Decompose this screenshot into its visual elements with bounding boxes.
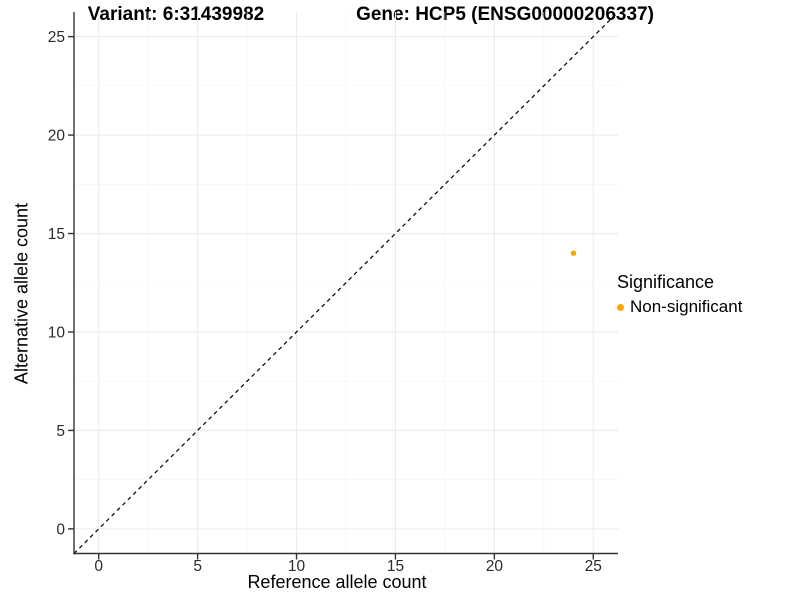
svg-text:15: 15 — [48, 226, 65, 243]
x-axis-ticks: 0 5 10 15 20 25 — [94, 553, 602, 575]
y-axis-title: Alternative allele count — [11, 202, 32, 385]
grid-major — [74, 12, 618, 554]
y-axis-ticks: 0 5 10 15 20 25 — [48, 29, 74, 538]
legend: Significance Non-significant — [617, 272, 742, 317]
svg-text:20: 20 — [48, 128, 66, 145]
plot-title-variant: Variant: 6:31439982 — [87, 4, 265, 25]
legend-item-non-significant: Non-significant — [617, 297, 742, 317]
svg-text:0: 0 — [94, 558, 103, 575]
series-non-significant — [570, 250, 577, 256]
data-point — [570, 250, 577, 256]
legend-item-label: Non-significant — [630, 297, 743, 316]
svg-text:10: 10 — [48, 324, 66, 341]
svg-text:25: 25 — [48, 29, 65, 46]
grid-minor — [74, 12, 618, 554]
axis-lines — [73, 12, 618, 555]
svg-text:10: 10 — [288, 558, 306, 575]
plot-title-gene: Gene: HCP5 (ENSG00000206337) — [356, 4, 654, 25]
svg-text:20: 20 — [486, 558, 504, 575]
svg-text:5: 5 — [56, 423, 65, 440]
identity-line — [73, 11, 619, 554]
x-axis-title: Reference allele count — [247, 572, 427, 592]
svg-text:15: 15 — [387, 558, 404, 575]
svg-text:5: 5 — [193, 558, 202, 575]
svg-text:25: 25 — [585, 558, 602, 575]
legend-title: Significance — [617, 272, 715, 292]
svg-text:0: 0 — [56, 521, 65, 538]
legend-point-icon — [617, 303, 624, 311]
